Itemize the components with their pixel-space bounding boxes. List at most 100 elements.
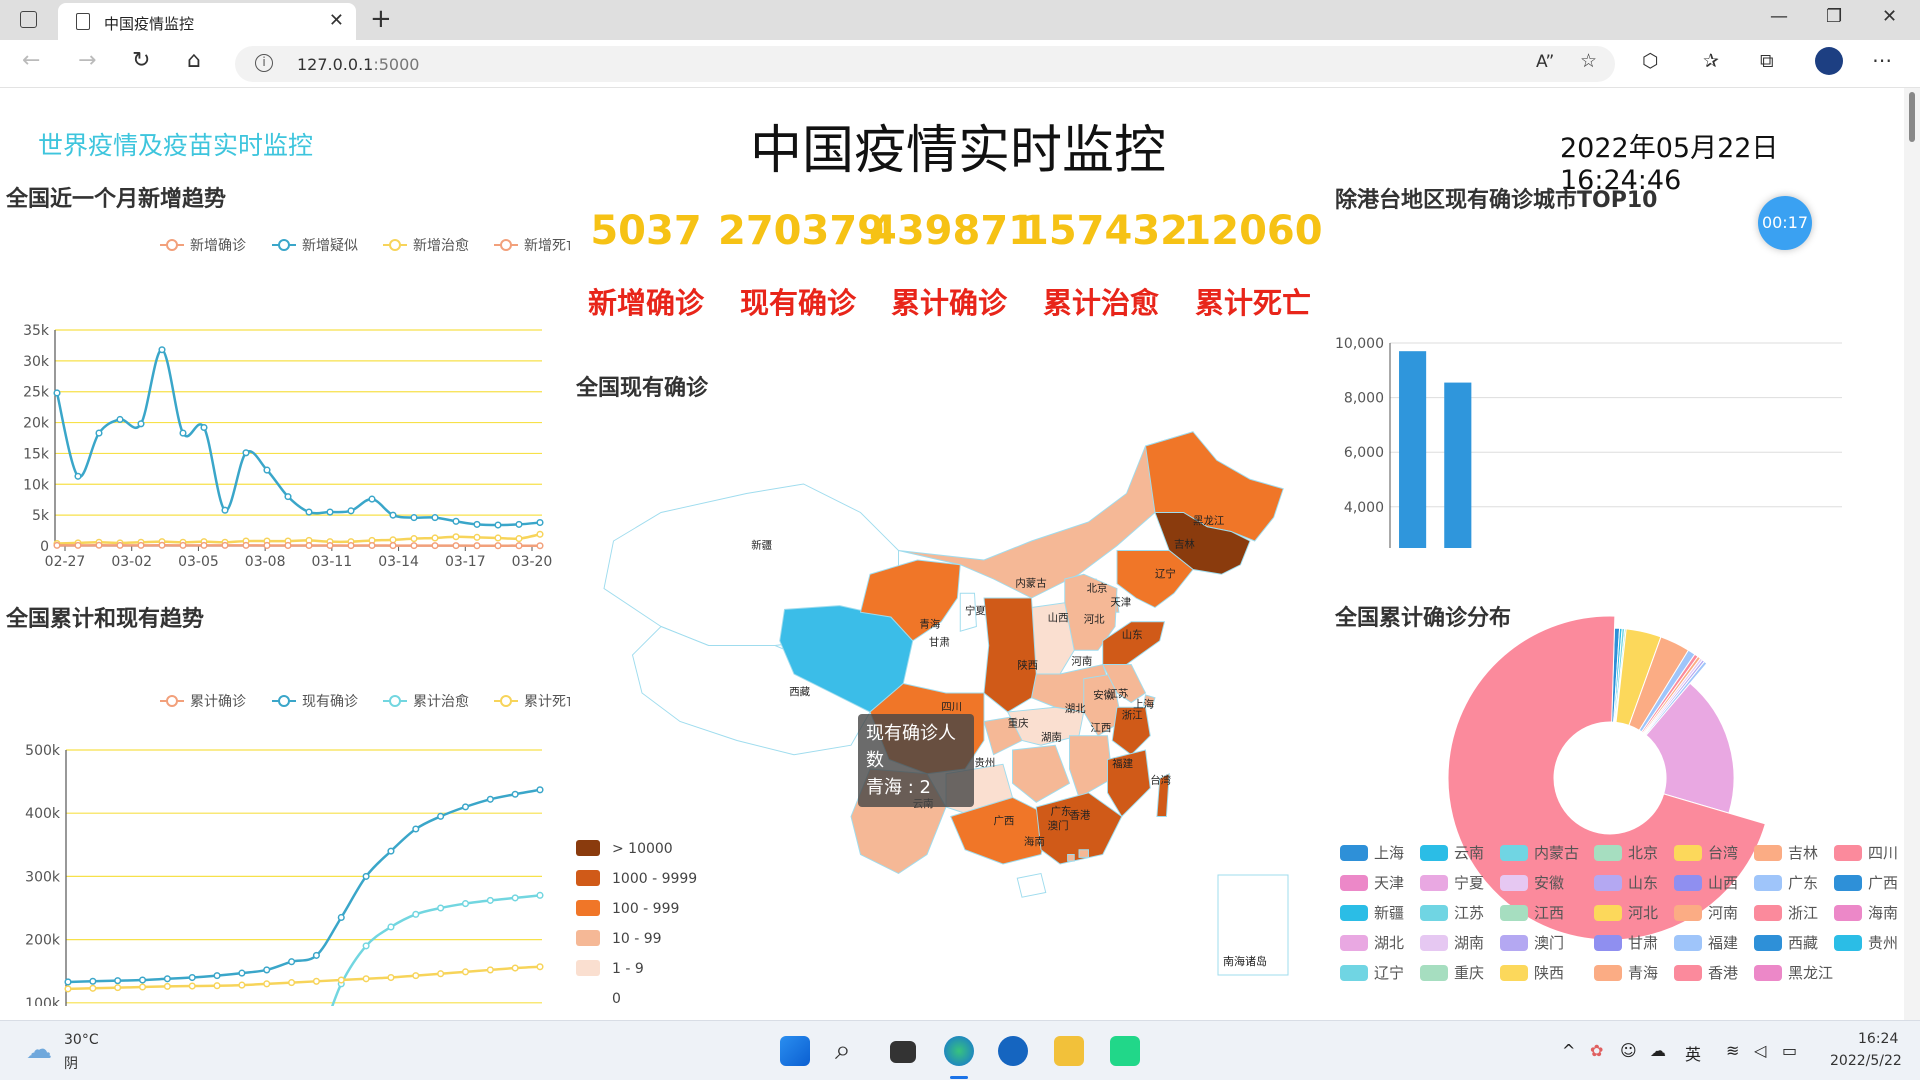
pie-legend-item[interactable]: 江西 — [1500, 902, 1564, 923]
province-广东[interactable] — [1035, 792, 1123, 865]
weather-temp[interactable]: 30°C — [64, 1032, 99, 1048]
legend-item[interactable]: 新增确诊 — [160, 238, 246, 254]
pie-legend-item[interactable]: 吉林 — [1754, 842, 1818, 863]
pie-slice[interactable] — [1645, 682, 1735, 814]
pie-legend-item[interactable]: 河南 — [1674, 902, 1738, 923]
volume-icon[interactable]: ◁ — [1754, 1041, 1767, 1060]
address-bar[interactable]: i 127.0.0.1:5000 — [235, 46, 1615, 82]
minimize-icon[interactable]: — — [1770, 6, 1788, 27]
province-浙江[interactable] — [1111, 706, 1151, 756]
pie-legend-item[interactable]: 湖南 — [1420, 932, 1484, 953]
weather-desc[interactable]: 阴 — [64, 1056, 78, 1072]
pie-legend-item[interactable]: 内蒙古 — [1500, 842, 1579, 863]
pie-legend-item[interactable]: 云南 — [1420, 842, 1484, 863]
pie-legend-item[interactable]: 甘肃 — [1594, 932, 1658, 953]
pie-legend-item[interactable]: 青海 — [1594, 962, 1658, 983]
reload-icon[interactable]: ↻ — [132, 48, 151, 73]
province-江苏[interactable] — [1101, 664, 1147, 704]
pie-legend-item[interactable]: 广西 — [1834, 872, 1898, 893]
legend-item[interactable]: 新增疑似 — [272, 238, 358, 254]
pie-legend-item[interactable]: 安徽 — [1500, 872, 1564, 893]
pie-legend-item[interactable]: 北京 — [1594, 842, 1658, 863]
browser-tab[interactable]: 中国疫情监控 ✕ — [58, 3, 356, 40]
profile-avatar[interactable] — [1815, 47, 1843, 75]
province-香港[interactable] — [1078, 849, 1089, 858]
pie-legend-item[interactable]: 广东 — [1754, 872, 1818, 893]
qq-icon[interactable]: ☺ — [1620, 1041, 1637, 1060]
pie-legend-item[interactable]: 江苏 — [1420, 902, 1484, 923]
read-aloud-icon[interactable]: A” — [1536, 52, 1555, 72]
weather-cloud-icon[interactable]: ☁ — [26, 1035, 52, 1065]
pie-legend-item[interactable]: 辽宁 — [1340, 962, 1404, 983]
pie-legend-item[interactable]: 贵州 — [1834, 932, 1898, 953]
pie-legend-item[interactable]: 台湾 — [1674, 842, 1738, 863]
pie-legend-item[interactable]: 山西 — [1674, 872, 1738, 893]
map-legend-item[interactable]: 1000 - 9999 — [576, 870, 736, 892]
page-scrollbar[interactable] — [1904, 88, 1920, 1020]
pie-legend-item[interactable]: 陕西 — [1500, 962, 1564, 983]
home-icon[interactable]: ⌂ — [187, 48, 201, 73]
close-tab-icon[interactable]: ✕ — [328, 10, 344, 31]
province-西藏[interactable] — [631, 625, 871, 756]
scrollbar-thumb[interactable] — [1909, 92, 1915, 142]
legend-item[interactable]: 累计确诊 — [160, 694, 246, 710]
pie-legend-item[interactable]: 黑龙江 — [1754, 962, 1833, 983]
clock-time[interactable]: 16:24 — [1858, 1031, 1899, 1047]
task-view-icon[interactable] — [890, 1041, 916, 1063]
add-favorite-icon[interactable]: ☆ — [1580, 50, 1598, 72]
tray-chevron-icon[interactable]: ^ — [1562, 1041, 1576, 1060]
province-江西[interactable] — [1069, 735, 1113, 799]
bar[interactable] — [1444, 382, 1472, 548]
pie-legend-item[interactable]: 重庆 — [1420, 962, 1484, 983]
pie-legend-item[interactable]: 宁夏 — [1420, 872, 1484, 893]
legend-item[interactable]: 累计治愈 — [383, 694, 469, 710]
ime-indicator[interactable]: 英 — [1685, 1045, 1702, 1064]
url-text[interactable]: 127.0.0.1:5000 — [297, 55, 420, 74]
bar[interactable] — [1399, 351, 1427, 548]
pie-legend-item[interactable]: 香港 — [1674, 962, 1738, 983]
pie-legend-item[interactable]: 四川 — [1834, 842, 1898, 863]
sidebar-toggle-icon[interactable] — [20, 11, 37, 28]
onedrive-icon[interactable]: ☁ — [1650, 1041, 1666, 1060]
province-广西[interactable] — [950, 796, 1052, 865]
province-上海[interactable] — [1143, 694, 1156, 708]
map-legend-item[interactable]: 10 - 99 — [576, 930, 736, 952]
site-info-icon[interactable]: i — [255, 54, 273, 72]
search-icon[interactable]: ⌕ — [835, 1033, 851, 1066]
edge-icon[interactable] — [944, 1036, 974, 1066]
province-湖南[interactable] — [1012, 744, 1071, 803]
back-icon[interactable]: ← — [22, 48, 41, 73]
pie-legend-item[interactable]: 福建 — [1674, 932, 1738, 953]
province-陕西[interactable] — [983, 597, 1037, 713]
tray-app-icon[interactable]: ✿ — [1590, 1041, 1604, 1060]
legend-item[interactable]: 现有确诊 — [272, 694, 358, 710]
legend-item[interactable]: 累计死亡 — [494, 694, 570, 710]
restore-icon[interactable]: ❐ — [1826, 6, 1843, 27]
pie-legend-item[interactable]: 湖北 — [1340, 932, 1404, 953]
extensions-icon[interactable]: ⬡ — [1642, 50, 1659, 72]
province-福建[interactable] — [1107, 749, 1151, 818]
close-window-icon[interactable]: ✕ — [1882, 6, 1898, 27]
legend-item[interactable]: 新增死亡 — [494, 238, 570, 254]
pie-legend-item[interactable]: 澳门 — [1500, 932, 1564, 953]
map-legend-item[interactable]: 100 - 999 — [576, 900, 736, 922]
world-monitor-link[interactable]: 世界疫情及疫苗实时监控 — [38, 131, 314, 160]
province-海南[interactable] — [1016, 872, 1047, 898]
pie-legend-item[interactable]: 新疆 — [1340, 902, 1404, 923]
legend-item[interactable]: 新增治愈 — [383, 238, 469, 254]
pie-legend-item[interactable]: 西藏 — [1754, 932, 1818, 953]
timer-badge[interactable]: 00:17 — [1758, 196, 1812, 250]
forward-icon[interactable]: → — [78, 48, 97, 73]
province-辽宁[interactable] — [1116, 550, 1194, 609]
more-menu-icon[interactable]: ⋯ — [1872, 48, 1892, 72]
pie-legend-item[interactable]: 海南 — [1834, 902, 1898, 923]
pie-legend-item[interactable]: 天津 — [1340, 872, 1404, 893]
province-澳门[interactable] — [1067, 854, 1075, 862]
start-icon[interactable] — [780, 1036, 810, 1066]
defender-icon[interactable] — [998, 1036, 1028, 1066]
pycharm-icon[interactable] — [1110, 1036, 1140, 1066]
favorites-icon[interactable]: ✰ — [1703, 50, 1719, 72]
file-explorer-icon[interactable] — [1054, 1036, 1084, 1066]
new-tab-button[interactable]: + — [370, 4, 392, 34]
